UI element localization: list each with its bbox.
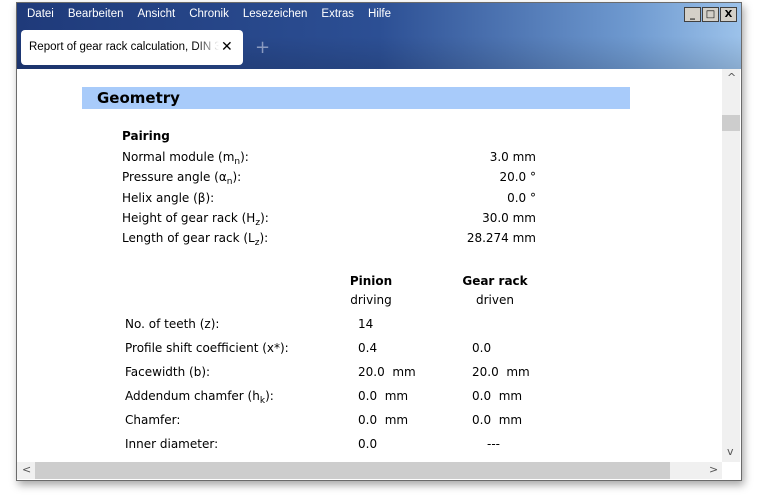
close-tab-icon[interactable]: ✕ bbox=[221, 38, 233, 54]
column-header: Pinion bbox=[349, 274, 393, 288]
label-end: ): bbox=[260, 210, 269, 225]
pairing-label: Height of gear rack (Hz): bbox=[122, 210, 269, 228]
section-header: Geometry bbox=[82, 87, 630, 109]
menu-item-hilfe[interactable]: Hilfe bbox=[368, 8, 392, 20]
scroll-up-icon[interactable]: ^ bbox=[727, 71, 737, 84]
scroll-left-icon[interactable]: < bbox=[22, 463, 32, 476]
label-end: ): bbox=[232, 170, 242, 185]
label-subscript: k bbox=[259, 396, 266, 406]
label-text: Length of gear rack (L bbox=[122, 231, 255, 246]
horizontal-scroll-thumb[interactable] bbox=[35, 462, 670, 479]
label-text: Height of gear rack (H bbox=[122, 210, 256, 225]
label-text: Facewidth (b): bbox=[125, 365, 211, 379]
label-end: ): bbox=[259, 231, 269, 246]
pairing-label: Length of gear rack (Lz): bbox=[122, 231, 269, 249]
menu-bar: Datei Bearbeiten Ansicht Chronik Lesezeichen… bbox=[27, 8, 405, 20]
label-subscript: n bbox=[234, 157, 241, 167]
maximize-button[interactable]: □ bbox=[702, 7, 719, 22]
gear-rack-value: 0.0 mm bbox=[472, 389, 523, 403]
gear-rack-value: --- bbox=[487, 437, 500, 451]
tab-report[interactable]: Report of gear rack calculation, DIN 399… bbox=[21, 30, 243, 65]
pairing-label: Pressure angle (αn): bbox=[122, 170, 242, 188]
menu-item-bearbeiten[interactable]: Bearbeiten bbox=[67, 8, 124, 20]
column-role: driven bbox=[476, 293, 514, 307]
vertical-scroll-thumb[interactable] bbox=[722, 115, 740, 131]
label-text: No. of teeth (z): bbox=[125, 317, 220, 331]
label-text: Pressure angle (α bbox=[122, 170, 227, 185]
horizontal-scrollbar[interactable]: < > bbox=[17, 462, 722, 479]
menu-item-datei[interactable]: Datei bbox=[27, 8, 54, 20]
menu-item-ansicht[interactable]: Ansicht bbox=[137, 8, 176, 20]
pinion-value: 14 bbox=[358, 317, 374, 331]
label-subscript: z bbox=[255, 217, 261, 228]
label-text: Addendum chamfer (h bbox=[125, 389, 260, 403]
pinion-value: 20.0 mm bbox=[358, 365, 416, 379]
minimize-button[interactable]: _ bbox=[684, 7, 701, 22]
table-row-label: Facewidth (b): bbox=[125, 365, 210, 379]
pairing-value: 3.0 mm bbox=[489, 150, 536, 164]
pairing-value: 0.0 ° bbox=[507, 190, 536, 205]
close-window-button[interactable]: X bbox=[720, 7, 737, 22]
table-row-label: Chamfer: bbox=[125, 413, 180, 427]
gear-rack-value: 0.0 bbox=[472, 341, 492, 355]
section-title: Geometry bbox=[97, 89, 180, 107]
gear-rack-value: 20.0 mm bbox=[472, 365, 530, 379]
tab-title: Report of gear rack calculation, DIN 399… bbox=[29, 41, 219, 53]
label-subscript: n bbox=[226, 177, 233, 188]
vertical-scrollbar[interactable]: ^ v bbox=[722, 69, 740, 462]
pinion-value: 0.0 mm bbox=[358, 389, 409, 403]
scroll-right-icon[interactable]: > bbox=[709, 463, 719, 476]
pairing-label: Helix angle (β): bbox=[122, 191, 214, 205]
label-text: Profile shift coefficient (x*): bbox=[125, 341, 289, 355]
menu-item-extras[interactable]: Extras bbox=[321, 8, 355, 20]
pinion-value: 0.0 mm bbox=[358, 413, 409, 427]
table-row-label: No. of teeth (z): bbox=[125, 317, 219, 331]
label-subscript: z bbox=[254, 238, 260, 249]
label-text: Inner diameter: bbox=[125, 437, 219, 451]
menu-item-lesezeichen[interactable]: Lesezeichen bbox=[242, 8, 308, 20]
pinion-value: 0.4 bbox=[358, 341, 378, 355]
table-row-label: Inner diameter: bbox=[125, 437, 218, 451]
column-header: Gear rack bbox=[462, 274, 528, 288]
pairing-value: 28.274 mm bbox=[466, 231, 536, 246]
browser-window: Datei Bearbeiten Ansicht Chronik Lesezeichen… bbox=[16, 2, 742, 481]
pairing-label: Normal module (mn): bbox=[122, 150, 249, 167]
menu-item-chronik[interactable]: Chronik bbox=[189, 8, 229, 20]
pinion-value: 0.0 bbox=[358, 437, 378, 451]
label-text: Helix angle (β): bbox=[122, 190, 215, 205]
pairing-value: 20.0 ° bbox=[499, 170, 536, 185]
column-role: driving bbox=[350, 293, 392, 307]
report-content: Geometry Pairing Normal module (mn): 3.0 … bbox=[17, 69, 722, 462]
pairing-title: Pairing bbox=[122, 129, 170, 143]
label-end: ): bbox=[240, 150, 249, 164]
table-row-label: Profile shift coefficient (x*): bbox=[125, 341, 289, 355]
label-text: Chamfer: bbox=[125, 413, 181, 427]
scroll-down-icon[interactable]: v bbox=[727, 445, 734, 458]
label-text: Normal module (m bbox=[122, 150, 235, 164]
gear-rack-value: 0.0 mm bbox=[472, 413, 523, 427]
table-row-label: Addendum chamfer (hk): bbox=[125, 389, 274, 406]
label-end: ): bbox=[265, 389, 274, 403]
pairing-value: 30.0 mm bbox=[482, 210, 536, 225]
new-tab-button[interactable]: + bbox=[255, 37, 271, 58]
